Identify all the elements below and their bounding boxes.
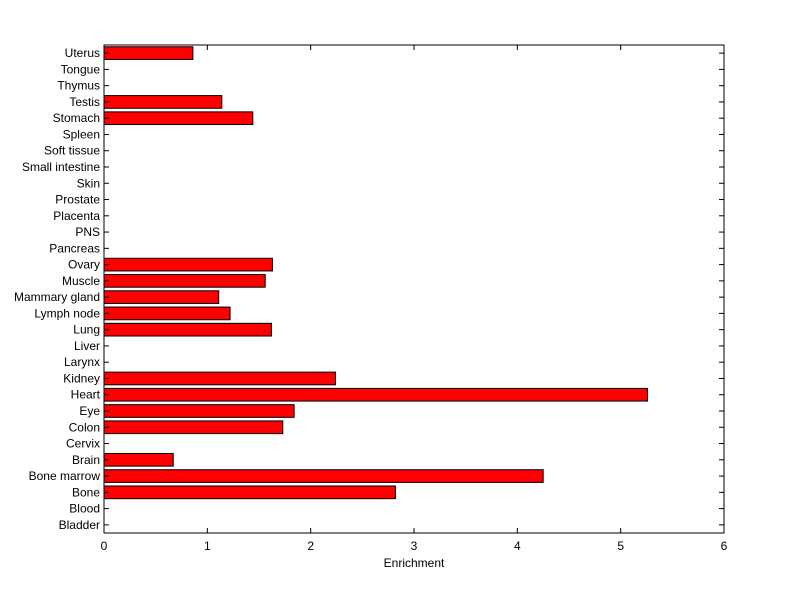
- y-tick-label-lung: Lung: [73, 323, 100, 337]
- bar-uterus: [103, 46, 194, 60]
- bar-muscle: [103, 274, 266, 288]
- y-tick-label-tongue: Tongue: [61, 62, 101, 76]
- y-tick-label-pancreas: Pancreas: [49, 241, 100, 255]
- x-tick-label-5: 5: [617, 539, 624, 553]
- y-tick-label-soft-tissue: Soft tissue: [44, 144, 100, 158]
- labels-layer: Bladder Blood Bone Bone marrow Brain Cervix Co…: [14, 46, 728, 553]
- x-tick-label-1: 1: [204, 539, 211, 553]
- y-tick-label-prostate: Prostate: [55, 193, 100, 207]
- y-tick-label-placenta: Placenta: [53, 209, 100, 223]
- y-tick-label-brain: Brain: [72, 453, 100, 467]
- y-tick-label-blood: Blood: [69, 502, 100, 516]
- y-tick-label-thymus: Thymus: [57, 79, 100, 93]
- x-tick-label-2: 2: [307, 539, 314, 553]
- y-tick-label-ovary: Ovary: [68, 258, 100, 272]
- bar-testis: [103, 95, 223, 109]
- y-tick-label-pns: PNS: [75, 225, 100, 239]
- y-tick-label-mammary-gland: Mammary gland: [14, 290, 100, 304]
- y-tick-label-kidney: Kidney: [63, 371, 100, 385]
- bar-ovary: [103, 257, 273, 272]
- bar-brain: [103, 452, 174, 467]
- bar-eye: [103, 404, 295, 418]
- x-tick-label-4: 4: [514, 539, 521, 553]
- bar-mammary-gland: [103, 290, 220, 304]
- y-tick-label-uterus: Uterus: [65, 46, 100, 60]
- bar-bone: [103, 485, 396, 500]
- x-tick-label-3: 3: [411, 539, 418, 553]
- y-tick-label-muscle: Muscle: [62, 274, 100, 288]
- y-tick-label-heart: Heart: [71, 388, 101, 402]
- y-tick-label-bladder: Bladder: [59, 518, 100, 532]
- y-tick-label-cervix: Cervix: [66, 437, 100, 451]
- y-tick-label-larynx: Larynx: [64, 355, 100, 369]
- x-tick-label-6: 6: [721, 539, 728, 553]
- y-tick-label-small-intestine: Small intestine: [22, 160, 100, 174]
- y-tick-label-bone: Bone: [72, 485, 100, 499]
- y-tick-label-spleen: Spleen: [63, 127, 100, 141]
- y-tick-label-testis: Testis: [69, 95, 100, 109]
- x-axis-label: Enrichment: [384, 556, 445, 570]
- bar-colon: [103, 420, 284, 435]
- bar-kidney: [103, 371, 336, 386]
- y-tick-label-eye: Eye: [79, 404, 100, 418]
- y-tick-label-skin: Skin: [77, 176, 100, 190]
- y-tick-label-liver: Liver: [74, 339, 100, 353]
- y-tick-label-bone-marrow: Bone marrow: [29, 469, 101, 483]
- bars-layer: [103, 46, 649, 500]
- bar-bone-marrow: [103, 469, 544, 483]
- ticks-layer: [103, 45, 725, 533]
- bar-lung: [103, 322, 272, 337]
- x-tick-label-0: 0: [101, 539, 108, 553]
- bar-heart: [103, 387, 649, 402]
- bar-stomach: [103, 111, 254, 126]
- y-tick-label-lymph-node: Lymph node: [34, 306, 100, 320]
- y-tick-label-stomach: Stomach: [53, 111, 100, 125]
- y-tick-label-colon: Colon: [69, 420, 100, 434]
- bar-lymph-node: [103, 306, 231, 321]
